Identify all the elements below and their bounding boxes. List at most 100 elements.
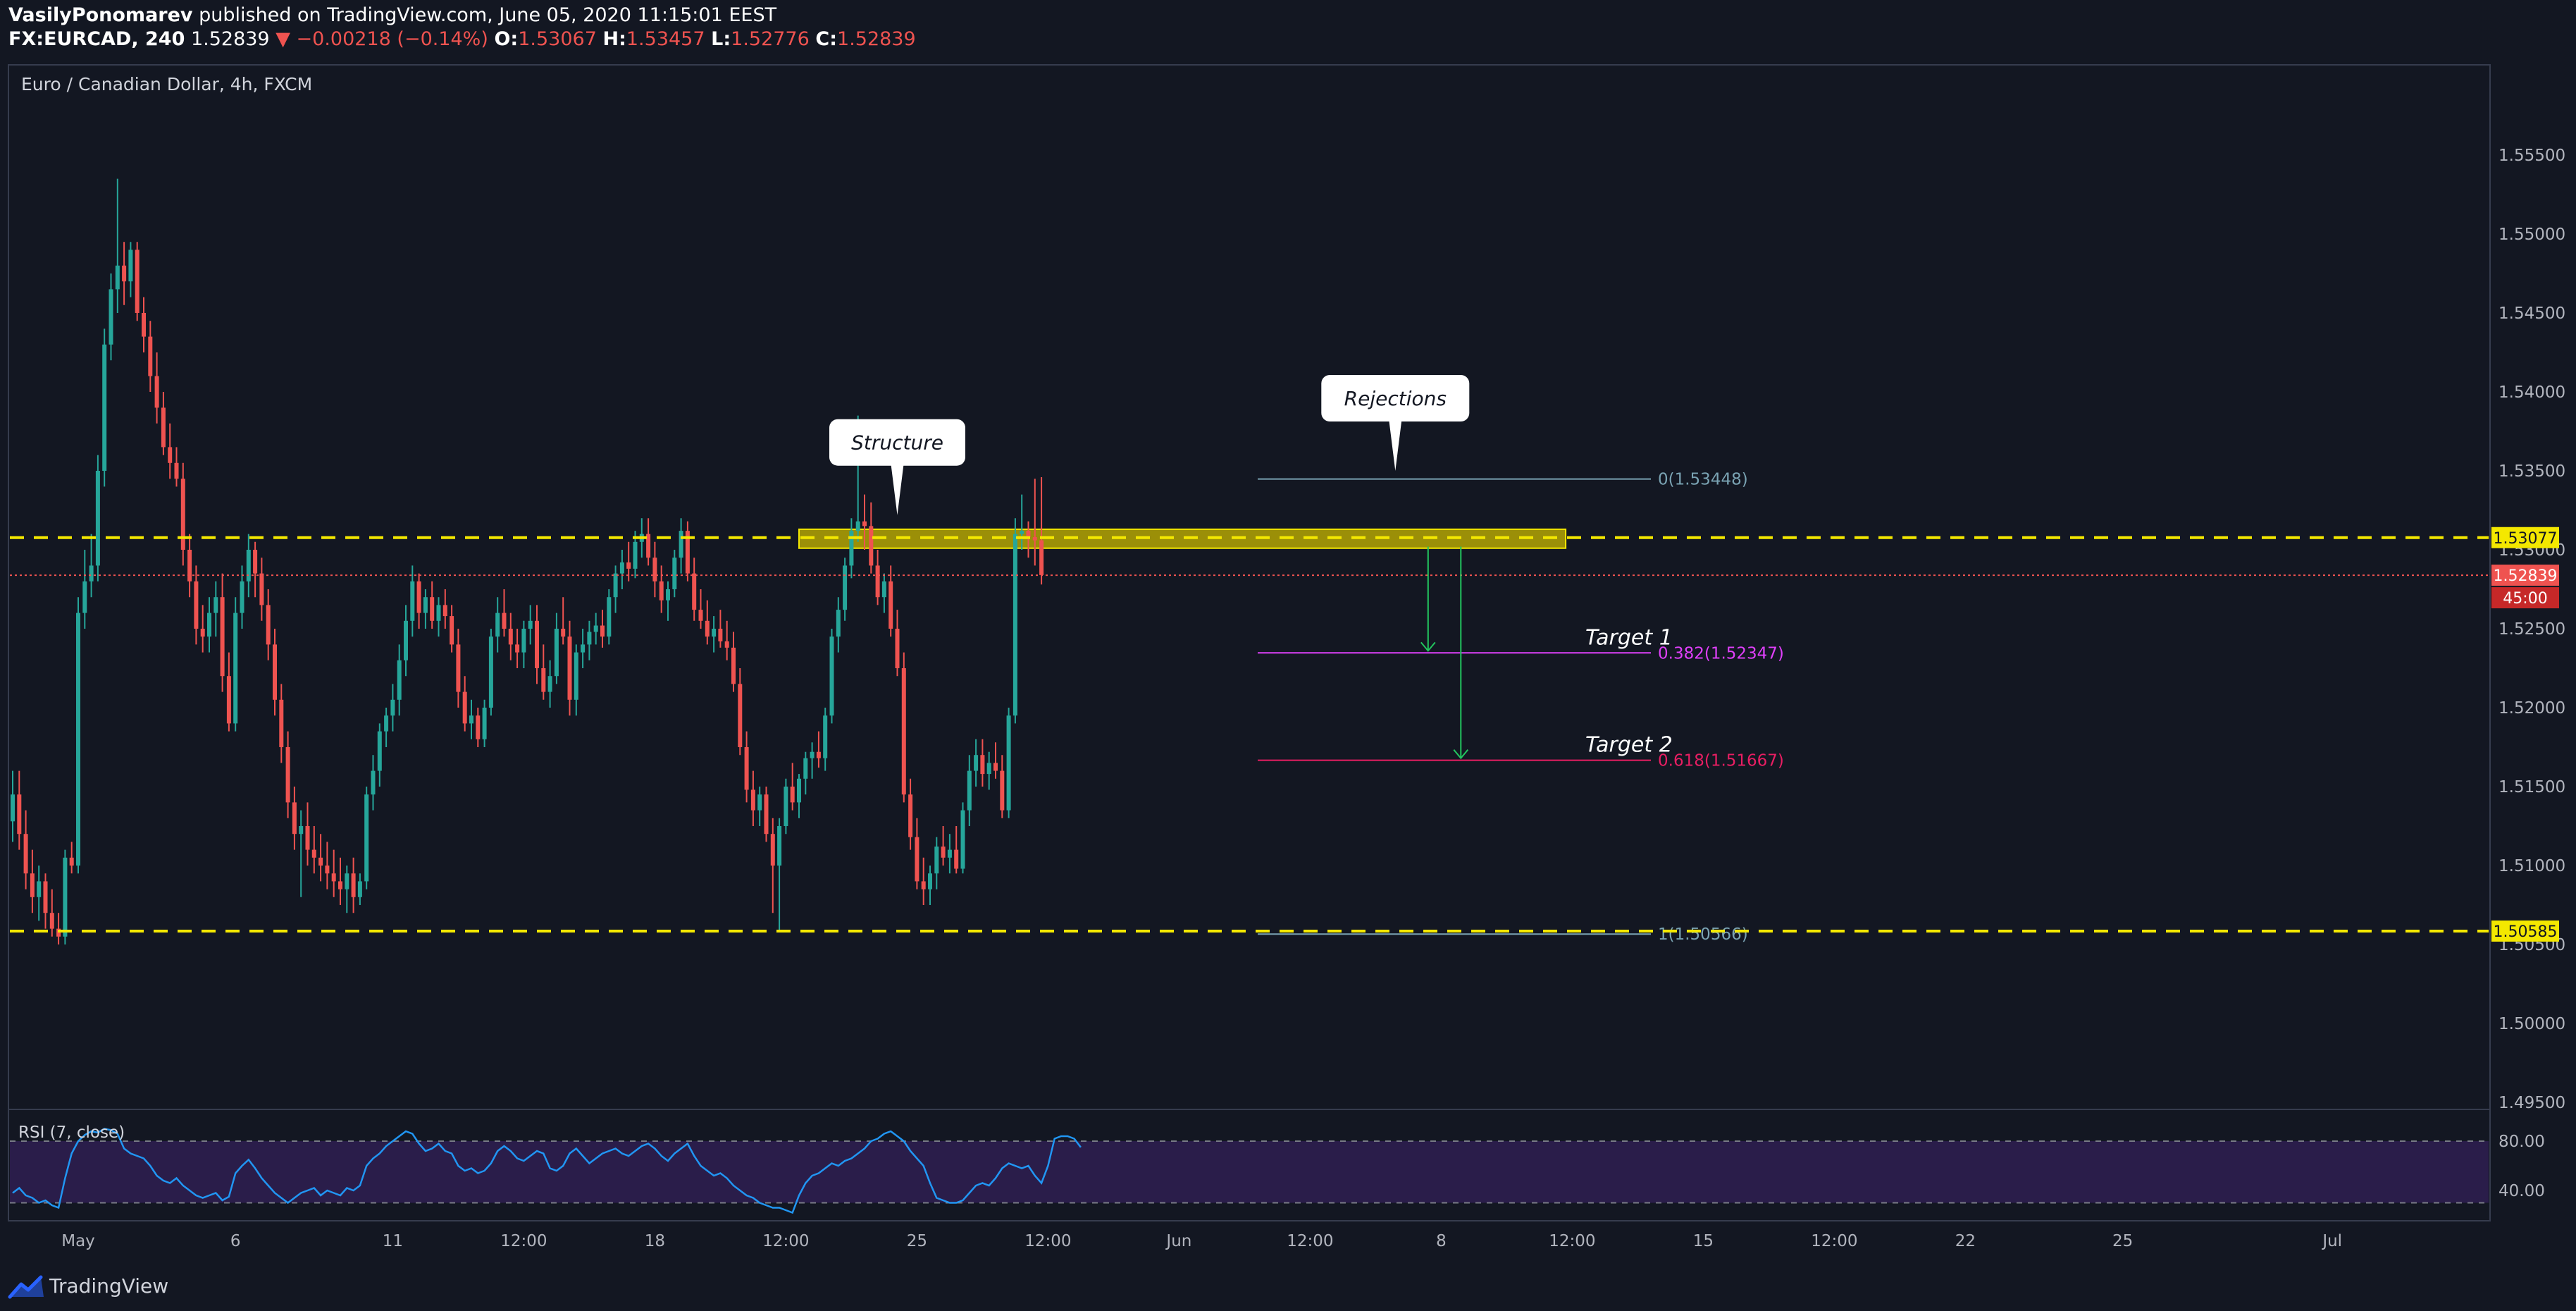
candle-body[interactable] [849, 531, 854, 566]
candle-body[interactable] [757, 794, 762, 811]
candle-body[interactable] [364, 794, 369, 882]
candle-body[interactable] [626, 562, 631, 569]
candle-body[interactable] [784, 787, 788, 826]
candle-body[interactable] [122, 265, 127, 282]
candle-body[interactable] [561, 629, 566, 637]
candle-body[interactable] [862, 521, 867, 527]
candle-body[interactable] [128, 250, 133, 282]
candle-body[interactable] [194, 581, 199, 629]
candle-body[interactable] [705, 620, 710, 637]
candle-body[interactable] [515, 644, 520, 653]
candle-body[interactable] [285, 747, 290, 803]
candle-body[interactable] [109, 289, 113, 345]
candle-body[interactable] [770, 834, 775, 866]
candle-body[interactable] [633, 541, 638, 569]
candle-body[interactable] [442, 605, 447, 617]
candle-body[interactable] [325, 866, 330, 874]
candle-body[interactable] [338, 881, 342, 890]
candle-body[interactable] [901, 668, 906, 795]
candle-body[interactable] [908, 794, 913, 837]
candle-body[interactable] [23, 834, 28, 874]
candle-body[interactable] [357, 881, 362, 897]
candle-body[interactable] [1006, 715, 1011, 811]
candle-body[interactable] [476, 715, 481, 739]
candle-body[interactable] [967, 770, 972, 811]
candle-body[interactable] [82, 581, 87, 613]
candle-body[interactable] [881, 581, 886, 598]
candle-body[interactable] [397, 660, 402, 700]
candle-body[interactable] [1013, 534, 1017, 716]
candle-body[interactable] [652, 558, 657, 581]
candle-body[interactable] [810, 751, 815, 758]
candle-body[interactable] [63, 857, 68, 937]
candle-body[interactable] [744, 747, 749, 790]
candle-body[interactable] [829, 636, 834, 716]
candle-body[interactable] [404, 620, 408, 660]
candle-body[interactable] [318, 857, 323, 866]
candle-body[interactable] [292, 802, 297, 835]
candle-body[interactable] [187, 550, 192, 581]
candle-body[interactable] [213, 597, 218, 613]
candle-body[interactable] [49, 913, 54, 929]
candle-body[interactable] [488, 636, 493, 708]
candle-body[interactable] [764, 794, 769, 835]
candle-body[interactable] [974, 755, 979, 771]
candle-body[interactable] [450, 616, 454, 645]
callout-box[interactable] [1321, 375, 1470, 421]
candle-body[interactable] [600, 625, 605, 637]
candle-body[interactable] [574, 652, 578, 700]
candle-body[interactable] [547, 676, 552, 692]
candle-body[interactable] [462, 691, 467, 724]
candle-body[interactable] [168, 447, 173, 463]
candle-body[interactable] [76, 613, 80, 866]
candle-body[interactable] [803, 758, 808, 779]
candle-body[interactable] [1026, 531, 1031, 538]
candle-body[interactable] [331, 873, 336, 882]
candle-body[interactable] [790, 787, 795, 803]
candle-body[interactable] [855, 521, 860, 531]
tradingview-logo-icon[interactable] [7, 1273, 47, 1301]
candle-body[interactable] [384, 715, 389, 732]
candle-body[interactable] [30, 873, 35, 897]
candle-body[interactable] [17, 794, 22, 835]
candle-body[interactable] [666, 589, 670, 601]
candle-body[interactable] [954, 849, 959, 869]
candle-body[interactable] [259, 573, 264, 605]
candle-body[interactable] [528, 620, 533, 629]
candle-body[interactable] [679, 531, 683, 558]
candle-body[interactable] [960, 810, 965, 869]
eurcad-chart[interactable]: Euro / Canadian Dollar, 4h, FXCM 80.00 40… [0, 59, 2576, 1264]
candle-body[interactable] [541, 668, 546, 692]
candle-body[interactable] [423, 597, 428, 613]
candle-body[interactable] [607, 597, 612, 637]
candle-body[interactable] [895, 629, 900, 668]
candle-body[interactable] [941, 847, 946, 858]
candle-body[interactable] [102, 344, 107, 471]
candle-body[interactable] [200, 629, 205, 637]
candle-body[interactable] [43, 881, 48, 913]
candle-body[interactable] [816, 751, 821, 758]
candle-body[interactable] [1032, 537, 1037, 541]
candle-body[interactable] [1000, 770, 1005, 811]
candle-body[interactable] [207, 613, 211, 637]
candle-body[interactable] [56, 928, 61, 937]
candle-body[interactable] [410, 581, 415, 621]
candle-body[interactable] [345, 873, 349, 890]
candle-body[interactable] [685, 531, 690, 574]
candle-body[interactable] [888, 581, 893, 629]
symbol-label[interactable]: FX:EURCAD, 240 [8, 28, 185, 50]
candle-body[interactable] [95, 471, 100, 566]
candle-body[interactable] [712, 629, 717, 637]
candle-body[interactable] [279, 699, 284, 747]
candle-body[interactable] [416, 581, 421, 613]
candle-body[interactable] [161, 407, 166, 448]
candle-body[interactable] [456, 644, 461, 692]
candle-body[interactable] [469, 715, 473, 724]
candle-body[interactable] [986, 763, 991, 775]
callout-box[interactable] [829, 419, 965, 466]
candle-body[interactable] [587, 632, 592, 645]
candle-body[interactable] [843, 565, 848, 610]
candle-body[interactable] [69, 857, 74, 866]
candle-body[interactable] [508, 629, 513, 645]
candle-body[interactable] [797, 778, 801, 803]
